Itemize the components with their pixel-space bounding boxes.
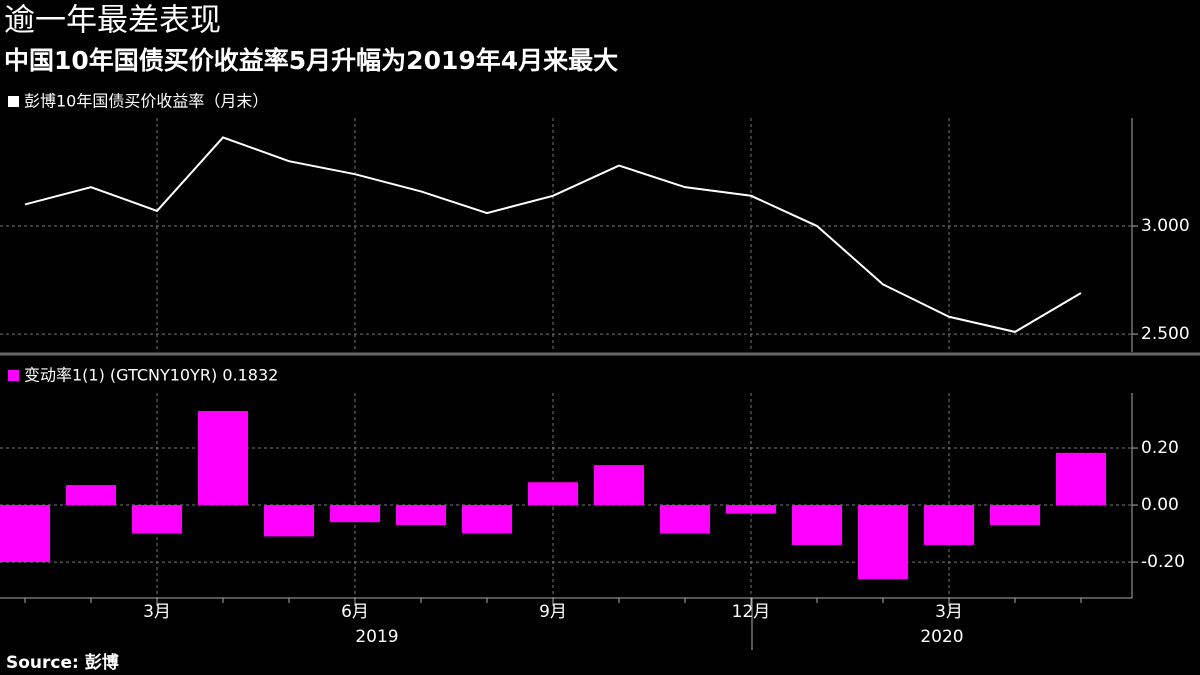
y-tick-label: 0.00	[1141, 495, 1179, 515]
bar	[528, 482, 578, 506]
x-tick-label: 12月	[732, 602, 771, 622]
bar	[198, 410, 248, 506]
y-tick-label: 2.500	[1141, 324, 1190, 344]
bar	[990, 505, 1040, 526]
legend-swatch	[8, 370, 19, 381]
bar	[660, 505, 710, 534]
legend-label: 变动率1(1) (GTCNY10YR) 0.1832	[24, 366, 278, 385]
bar	[1056, 452, 1106, 506]
y-tick-label: 0.20	[1141, 438, 1179, 458]
bar	[594, 465, 644, 506]
bar	[330, 505, 380, 523]
bar	[0, 505, 50, 563]
bar	[924, 505, 974, 545]
legend-swatch	[8, 96, 19, 107]
bar	[66, 485, 116, 506]
x-tick-label: 3月	[935, 602, 963, 622]
bar	[792, 505, 842, 545]
bar	[264, 505, 314, 537]
bar	[462, 505, 512, 534]
x-tick-label: 3月	[143, 602, 171, 622]
x-group-label: 2019	[355, 627, 398, 647]
legend-label: 彭博10年国债买价收益率（月末）	[24, 92, 268, 111]
chart-subtitle: 中国10年国债买价收益率5月升幅为2019年4月来最大	[4, 46, 618, 75]
bar	[726, 505, 776, 514]
source: Source: 彭博	[6, 652, 119, 673]
bar	[132, 505, 182, 534]
x-tick-label: 9月	[539, 602, 567, 622]
y-tick-label: ‑0.20	[1141, 552, 1185, 572]
bar	[858, 505, 908, 580]
x-group-label: 2020	[920, 627, 963, 647]
line	[24, 136, 1082, 333]
bar	[396, 505, 446, 526]
x-tick-label: 6月	[341, 602, 369, 622]
y-tick-label: 3.000	[1141, 216, 1190, 236]
chart-title: 逾一年最差表现	[4, 3, 221, 39]
